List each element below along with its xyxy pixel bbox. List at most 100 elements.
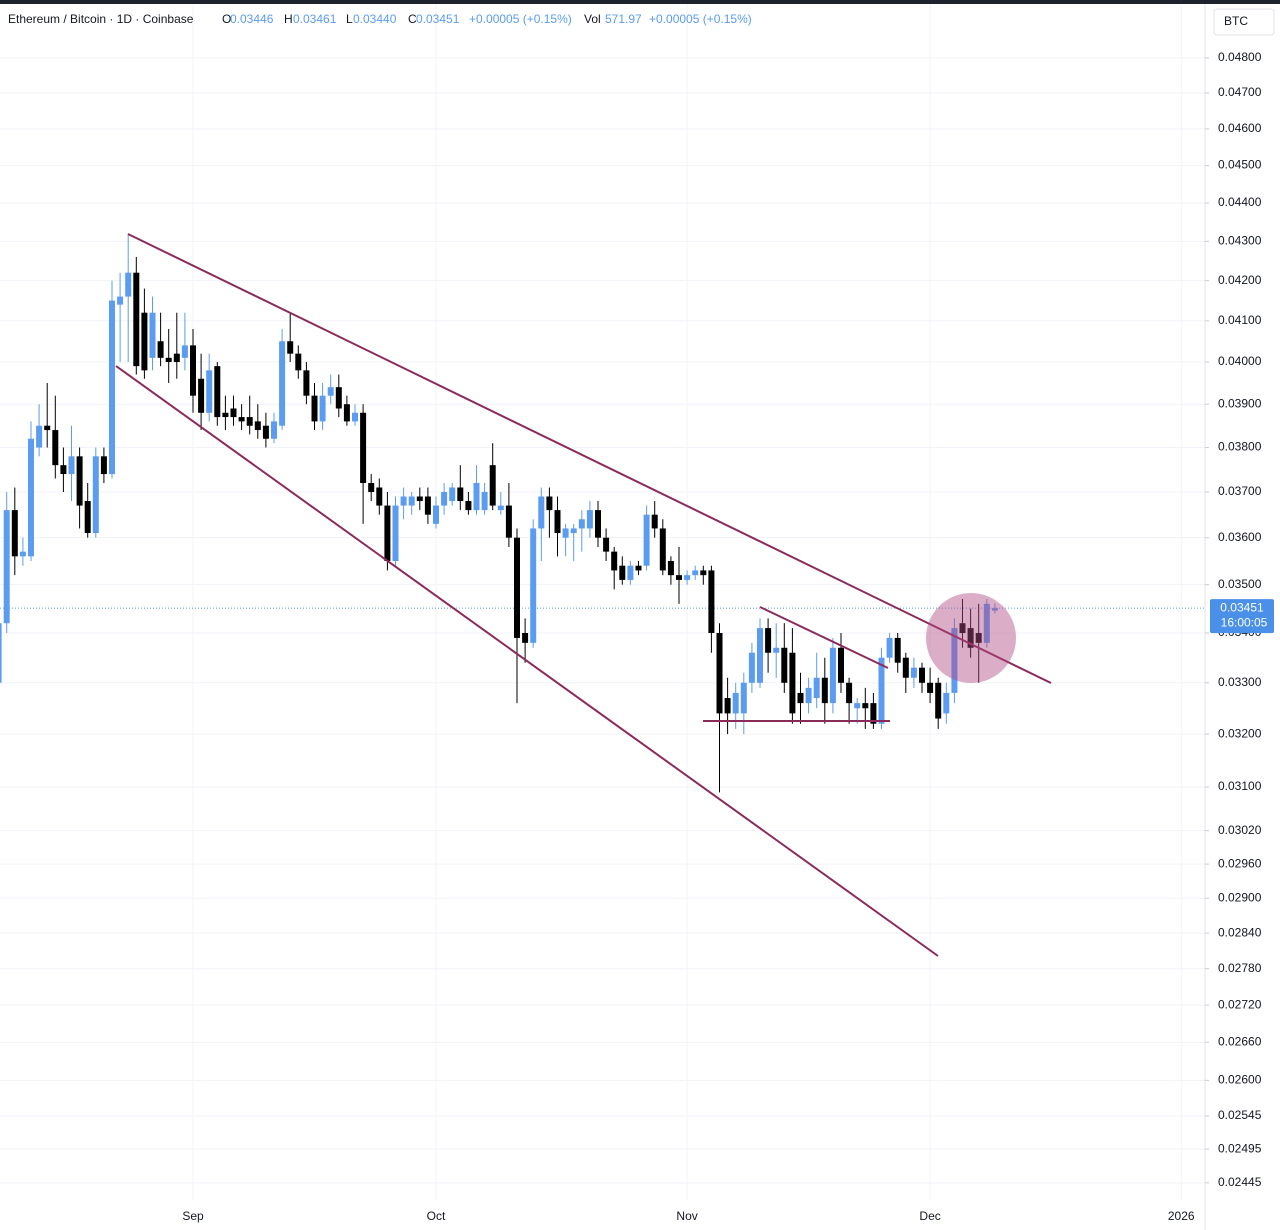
y-tick-label: 0.02780 — [1218, 961, 1262, 975]
upper-trendline — [127, 233, 1052, 684]
candle-body — [676, 575, 682, 580]
candle-body — [36, 425, 43, 448]
candle-body — [570, 528, 577, 534]
candle-body — [262, 425, 269, 439]
candle-body — [319, 395, 326, 422]
candle-body — [854, 703, 861, 709]
change-value: +0.00005 (+0.15%) — [469, 12, 572, 26]
candle-body — [951, 628, 958, 693]
candle-body — [481, 491, 488, 511]
candle-body — [765, 628, 772, 653]
low-label: L — [346, 12, 353, 26]
candle-body — [781, 647, 788, 683]
y-tick-label: 0.02545 — [1218, 1108, 1262, 1122]
y-tick-label: 0.04300 — [1218, 234, 1262, 248]
y-tick-label: 0.04600 — [1218, 121, 1262, 135]
candle-body — [538, 496, 545, 529]
y-tick-label: 0.03200 — [1218, 726, 1262, 740]
grid — [0, 4, 1205, 1200]
candle-body — [838, 647, 844, 683]
y-tick-label: 0.02495 — [1218, 1141, 1262, 1155]
candle-body — [44, 425, 51, 431]
candle-body — [84, 501, 91, 534]
candle-body — [76, 456, 83, 506]
y-tick-label: 0.02660 — [1218, 1034, 1262, 1048]
y-tick-label: 0.02900 — [1218, 890, 1262, 904]
volume-label: Vol — [584, 12, 601, 26]
candle-body — [846, 682, 853, 704]
drawings — [115, 233, 1052, 957]
candle-body — [522, 633, 529, 643]
candle-body — [424, 496, 431, 515]
candle-body — [173, 353, 180, 362]
candle-body — [635, 565, 642, 571]
close-value: 0.03451 — [416, 12, 460, 26]
candle-body — [919, 667, 925, 683]
currency-box — [1213, 8, 1275, 36]
open-label: O — [222, 12, 231, 26]
candle-body — [659, 528, 666, 571]
candle-body — [692, 570, 699, 576]
y-tick-label: 0.02840 — [1218, 925, 1262, 939]
high-value: 0.03461 — [293, 12, 337, 26]
candle-body — [271, 421, 277, 439]
candle-body — [959, 623, 966, 634]
y-tick-label: 0.04200 — [1218, 273, 1262, 287]
candle-body — [28, 438, 34, 557]
candle-body — [870, 703, 877, 724]
y-tick-label: 0.03900 — [1218, 396, 1262, 410]
breakout-highlight — [926, 593, 1016, 683]
y-tick-label: 0.03700 — [1218, 484, 1262, 498]
y-tick-label: 0.03800 — [1218, 440, 1262, 454]
high-label: H — [284, 12, 293, 26]
candle-body — [643, 514, 650, 566]
candle-body — [578, 519, 585, 529]
candle-body — [68, 456, 75, 475]
candle-body — [441, 491, 448, 506]
candle-body — [740, 682, 747, 714]
candle-body — [295, 353, 302, 371]
candle-body — [757, 628, 763, 683]
candle-body — [554, 510, 561, 534]
legend: Ethereum / Bitcoin · 1D · Coinbase O 0.0… — [8, 12, 752, 26]
candle-body — [149, 312, 156, 358]
y-tick-label: 0.03300 — [1218, 675, 1262, 689]
last-price-box — [1210, 599, 1274, 634]
symbol-title: Ethereum / Bitcoin · 1D · Coinbase — [8, 12, 194, 26]
candle-body — [246, 417, 253, 426]
candle-body — [465, 501, 472, 511]
y-tick-label: 0.04700 — [1218, 85, 1262, 99]
candle-body — [894, 637, 901, 663]
x-tick-label: Oct — [427, 1209, 446, 1223]
candle-body — [133, 272, 140, 367]
candle-body — [125, 272, 132, 297]
candle-body — [457, 487, 464, 502]
candle-body — [449, 487, 456, 502]
candle-body — [651, 514, 658, 529]
candle-body — [967, 628, 974, 648]
candle-body — [530, 528, 537, 643]
candle-body — [311, 395, 318, 422]
candle-body — [878, 657, 885, 724]
triangle-trendline — [759, 606, 889, 669]
candle-body — [473, 483, 480, 511]
candle-body — [797, 692, 804, 704]
candle-body — [335, 387, 342, 409]
candle-body — [732, 692, 739, 714]
candle-body — [60, 465, 67, 475]
volume-value: 571.97 — [605, 12, 642, 26]
candle-body — [927, 682, 934, 693]
volume-change: +0.00005 (+0.15%) — [649, 12, 752, 26]
candle-body — [789, 652, 796, 714]
currency: BTC — [1224, 14, 1248, 28]
candle-body — [886, 637, 893, 658]
candle-body — [165, 357, 172, 362]
candle-body — [392, 505, 399, 562]
y-tick-label: 0.02445 — [1218, 1175, 1262, 1189]
candle-body — [190, 345, 196, 396]
y-tick-label: 0.02600 — [1218, 1073, 1262, 1087]
candle-body — [627, 565, 634, 580]
candle-body — [100, 456, 107, 475]
x-tick-label: Sep — [182, 1209, 204, 1223]
